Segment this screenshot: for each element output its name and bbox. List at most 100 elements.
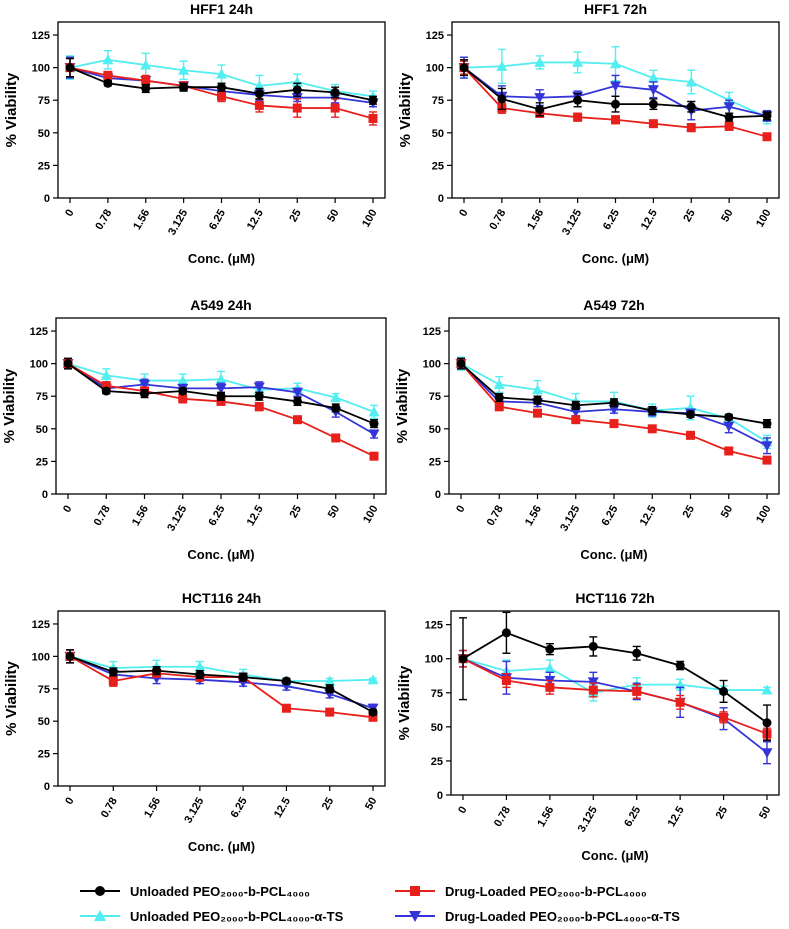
x-tick-label: 6.25 <box>206 504 227 529</box>
x-tick-label: 12.5 <box>666 805 687 830</box>
data-point <box>545 682 555 692</box>
x-tick-label: 1.56 <box>525 208 546 233</box>
data-point <box>647 406 657 416</box>
data-point <box>254 391 264 401</box>
data-point <box>238 672 248 682</box>
data-point <box>647 72 659 83</box>
x-tick-label: 12.5 <box>245 208 266 233</box>
y-tick-label: 100 <box>425 654 443 666</box>
y-axis-label: % Viability <box>3 72 20 147</box>
series-line <box>69 655 374 682</box>
data-point <box>724 412 734 422</box>
data-point <box>293 396 302 406</box>
series-line <box>69 655 374 719</box>
chart-title: HCT116 24h <box>182 590 261 606</box>
x-tick-label: 100 <box>361 504 381 526</box>
y-tick-label: 100 <box>423 359 441 371</box>
data-point <box>103 78 113 88</box>
legend-swatch-drug-loaded-ts <box>395 911 435 922</box>
data-point <box>368 712 378 722</box>
data-point <box>215 373 227 384</box>
legend-label-drug-loaded-ts: Drug-Loaded PEO₂₀₀₀-b-PCL₄₀₀₀-α-TS <box>445 908 680 924</box>
y-tick-label: 125 <box>423 326 441 338</box>
data-point <box>103 70 113 80</box>
chart-2: HFF1 72h 0 25 50 75 100 125 0 0.78 1.56 3.125 6.25 1… <box>397 1 780 266</box>
data-point <box>102 54 114 65</box>
data-point <box>63 359 73 369</box>
data-point <box>648 99 658 109</box>
data-point <box>368 707 378 717</box>
data-point <box>533 395 542 405</box>
series-unloaded <box>458 611 772 742</box>
y-tick-label: 75 <box>38 95 50 107</box>
data-point <box>140 59 152 70</box>
data-point <box>216 396 226 406</box>
data-point <box>108 667 118 677</box>
legend-marker <box>95 886 105 896</box>
data-point <box>685 76 697 87</box>
x-tick-label: 1.56 <box>535 805 556 830</box>
data-point <box>762 111 772 121</box>
legend-item-unloaded: Unloaded PEO₂₀₀₀-b-PCL₄₀₀₀ <box>78 880 310 902</box>
data-point <box>494 393 504 403</box>
data-point <box>325 684 335 694</box>
y-tick-label: 125 <box>425 620 443 632</box>
x-tick-label: 25 <box>714 805 731 822</box>
x-tick-label: 0.78 <box>92 504 113 529</box>
y-tick-label: 50 <box>38 716 50 728</box>
data-point <box>254 100 264 110</box>
x-tick-label: 25 <box>681 208 698 225</box>
x-tick-label: 100 <box>754 208 774 230</box>
x-tick-label: 6.25 <box>229 796 250 821</box>
data-point <box>456 359 466 369</box>
data-point <box>179 82 189 92</box>
x-axis-label: Conc. (μM) <box>582 251 649 266</box>
legend-item-unloaded-ts: Unloaded PEO₂₀₀₀-b-PCL₄₀₀₀-α-TS <box>78 905 343 927</box>
y-tick-label: 100 <box>426 63 444 75</box>
data-point <box>724 112 734 122</box>
x-tick-label: 100 <box>360 208 380 230</box>
y-tick-label: 75 <box>38 684 50 696</box>
figure-canvas: HFF1 24h 0 25 50 75 100 125 0 0.78 1.56 3.125 6.25 1… <box>1 1 780 863</box>
y-tick-label: 0 <box>44 781 50 793</box>
y-tick-label: 25 <box>431 756 443 768</box>
legend-label-unloaded-ts: Unloaded PEO₂₀₀₀-b-PCL₄₀₀₀-α-TS <box>130 908 344 924</box>
data-point <box>497 94 507 104</box>
x-tick-label: 0.78 <box>93 208 114 233</box>
data-point <box>761 748 773 759</box>
y-tick-label: 125 <box>426 30 444 42</box>
data-point <box>65 63 75 73</box>
data-point <box>178 386 188 396</box>
y-tick-label: 50 <box>36 424 48 436</box>
y-tick-label: 50 <box>38 128 50 140</box>
data-point <box>762 718 772 728</box>
y-tick-label: 100 <box>30 359 48 371</box>
series-line <box>462 657 768 735</box>
data-point <box>762 132 772 142</box>
x-axis-label: Conc. (μM) <box>581 848 648 863</box>
y-tick-label: 100 <box>32 63 50 75</box>
data-point <box>177 375 189 386</box>
x-tick-label: 1.56 <box>523 504 544 529</box>
data-point <box>647 85 659 96</box>
data-point <box>281 676 291 686</box>
y-tick-label: 0 <box>438 193 444 205</box>
x-tick-label: 25 <box>288 504 305 521</box>
x-tick-label: 0.78 <box>492 805 513 830</box>
legend-item-drug-loaded: Drug-Loaded PEO₂₀₀₀-b-PCL₄₀₀₀ <box>393 880 647 902</box>
x-tick-label: 3.125 <box>560 208 584 238</box>
data-point <box>253 382 265 393</box>
data-point <box>368 406 380 417</box>
data-point <box>217 91 226 101</box>
y-tick-label: 25 <box>36 456 48 468</box>
data-point <box>686 409 695 419</box>
y-tick-label: 125 <box>32 30 50 42</box>
x-tick-label: 50 <box>719 504 736 521</box>
series-line <box>462 657 767 694</box>
data-point <box>609 419 619 429</box>
legend-label-drug-loaded: Drug-Loaded PEO₂₀₀₀-b-PCL₄₀₀₀ <box>445 883 647 899</box>
x-axis-label: Conc. (μM) <box>187 547 254 562</box>
data-point <box>610 58 621 69</box>
series-unloaded <box>65 57 378 105</box>
x-tick-label: 50 <box>325 208 342 225</box>
